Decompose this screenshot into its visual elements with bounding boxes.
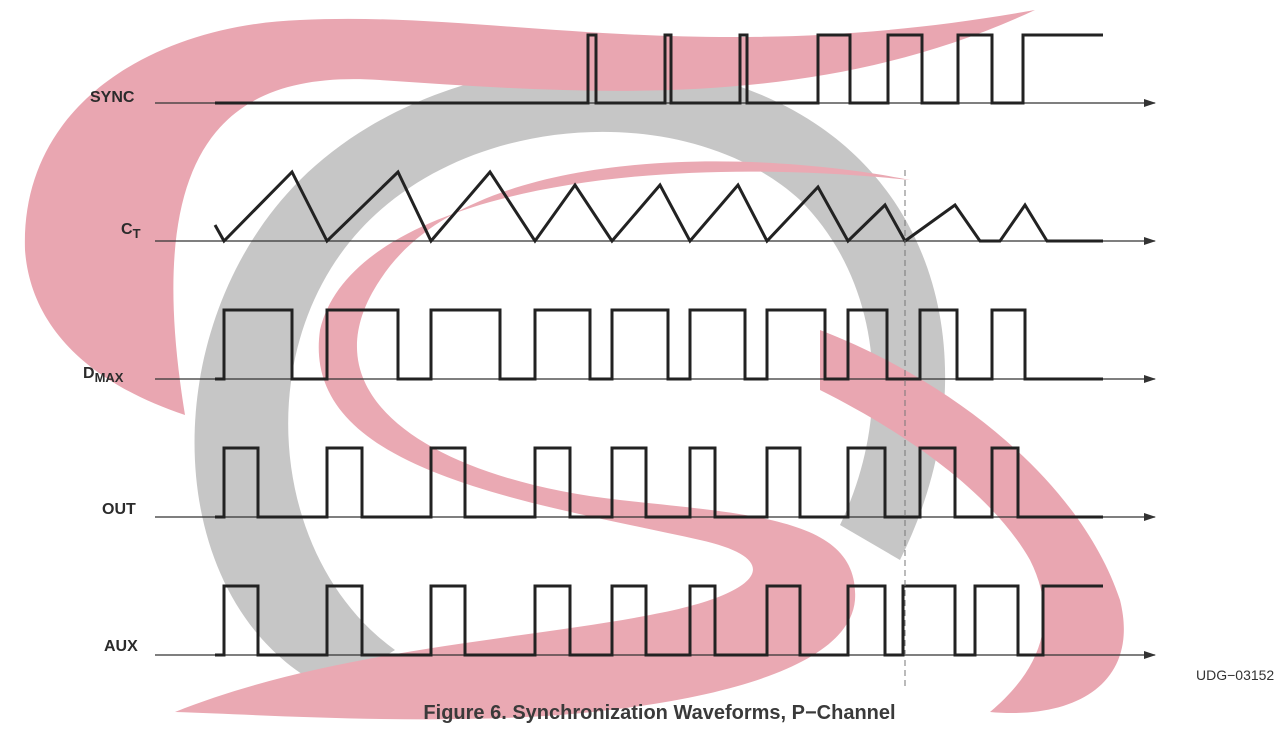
label-aux: AUX xyxy=(104,638,138,655)
watermark-red-top-sweep xyxy=(24,10,1036,415)
trace-dmax xyxy=(215,308,1103,381)
trace-aux xyxy=(215,584,1103,657)
label-ct: CT xyxy=(121,221,141,241)
label-dmax: DMAX xyxy=(83,365,124,385)
trace-out xyxy=(215,446,1103,519)
label-sync: SYNC xyxy=(90,89,135,106)
figure-caption: Figure 6. Synchronization Waveforms, P−C… xyxy=(423,702,896,724)
trace-sync xyxy=(215,33,1103,105)
figure-reference: UDG−03152 xyxy=(1196,667,1275,683)
watermark-logo xyxy=(24,10,1124,720)
trace-ct xyxy=(213,169,1103,244)
watermark-red-right-sweep xyxy=(820,330,1124,714)
traces-group xyxy=(213,33,1103,657)
watermark-red-s xyxy=(175,161,910,720)
label-out: OUT xyxy=(102,501,136,518)
watermark-gray-ring xyxy=(194,64,946,691)
